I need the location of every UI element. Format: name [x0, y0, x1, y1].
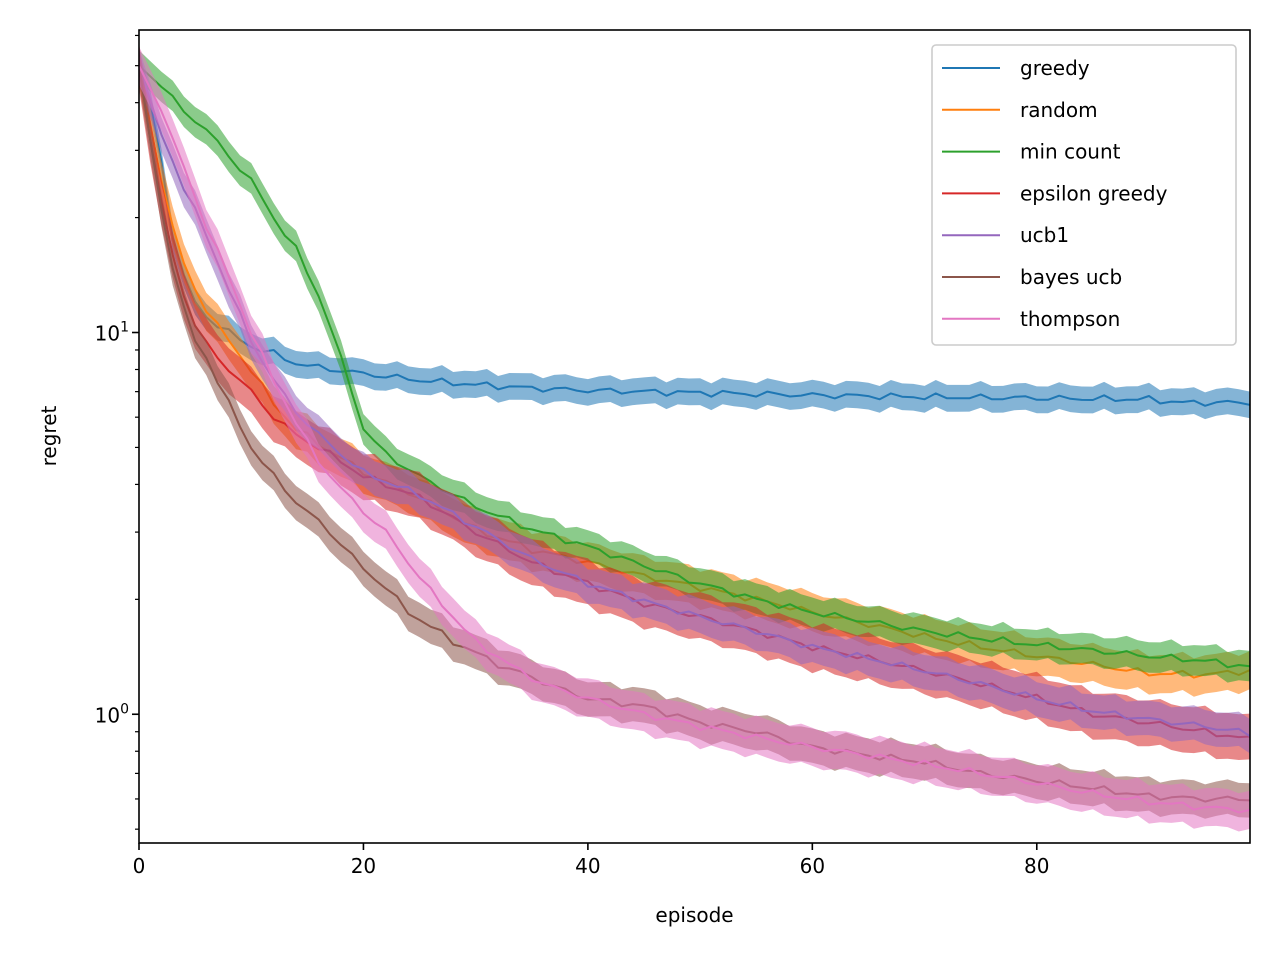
x-tick-label: 20	[351, 854, 376, 878]
series-line-thompson	[139, 65, 1250, 814]
y-axis-label: regret	[37, 405, 61, 466]
x-tick-label: 80	[1024, 854, 1049, 878]
y-tick-label: 101	[95, 320, 129, 346]
legend-label-min-count: min count	[1020, 140, 1121, 164]
plot-area-frame	[138, 29, 1251, 844]
legend: greedy random min count epsilon greedy ucb1 b…	[931, 44, 1237, 346]
x-tick-label: 0	[133, 854, 146, 878]
legend-label-random: random	[1020, 98, 1098, 122]
legend-label-bayes-ucb: bayes ucb	[1020, 265, 1122, 289]
series-line-min-count	[139, 64, 1250, 669]
x-tick-label: 40	[575, 854, 600, 878]
series-line-ucb1	[139, 65, 1250, 738]
x-tick-label: 60	[800, 854, 825, 878]
legend-label-thompson: thompson	[1020, 307, 1120, 331]
y-tick-label: 100	[95, 701, 129, 727]
legend-label-greedy: greedy	[1020, 56, 1090, 80]
legend-label-ucb1: ucb1	[1020, 223, 1069, 247]
x-axis-label: episode	[655, 903, 733, 927]
series-line-greedy	[139, 65, 1250, 407]
legend-label-epsilon-greedy: epsilon greedy	[1020, 181, 1168, 205]
band-ucb1	[139, 48, 1250, 754]
legend-box	[931, 44, 1237, 346]
band-bayes-ucb	[139, 48, 1250, 819]
